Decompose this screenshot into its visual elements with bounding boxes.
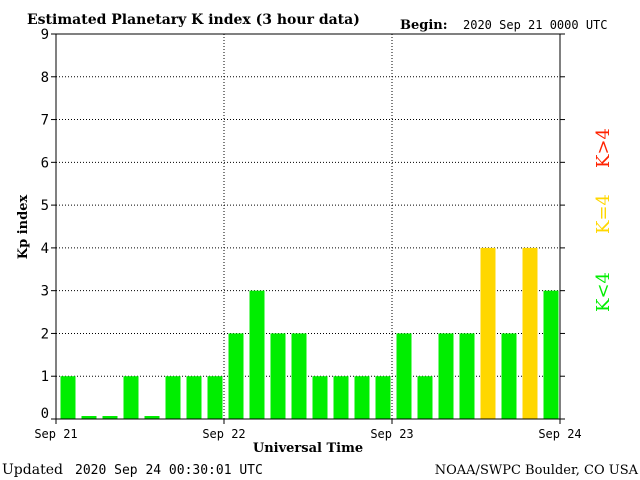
bar: [417, 376, 433, 419]
y-tick-label: 4: [41, 241, 49, 257]
y-axis: 0 1 2 3 4 5 6 7 8 9: [41, 27, 565, 422]
bar: [291, 333, 307, 419]
y-tick-label: 9: [41, 27, 49, 43]
updated-value: 2020 Sep 24 00:30:01 UTC: [75, 463, 263, 478]
source-credit: NOAA/SWPC Boulder, CO USA: [435, 463, 639, 478]
bar: [228, 333, 244, 419]
y-tick-label: 3: [41, 284, 49, 300]
y-tick-label: 1: [41, 369, 49, 385]
bar: [480, 247, 496, 419]
legend-below-4: K<4: [593, 272, 614, 312]
y-axis-label: Kp index: [16, 195, 31, 260]
y-tick-label: 2: [41, 326, 49, 342]
bar: [501, 333, 517, 419]
bar: [333, 376, 349, 419]
bar: [81, 416, 97, 419]
bar: [165, 376, 181, 419]
x-tick-label: Sep 23: [370, 427, 413, 441]
bar: [144, 416, 160, 419]
plot-frame: [55, 33, 561, 420]
y-tick-label: 6: [41, 155, 49, 171]
x-axis-label: Universal Time: [253, 441, 363, 456]
updated-label: Updated: [2, 462, 63, 478]
bar: [207, 376, 223, 419]
x-tick-label: Sep 21: [34, 427, 77, 441]
bar: [186, 376, 202, 419]
bar: [354, 376, 370, 419]
chart-title: Estimated Planetary K index (3 hour data…: [27, 12, 360, 28]
bar: [123, 376, 139, 419]
y-tick-label: 0: [41, 406, 49, 422]
y-tick-label: 5: [41, 198, 49, 214]
bar: [312, 376, 328, 419]
bar: [102, 416, 118, 419]
bar: [249, 290, 265, 419]
bar: [522, 247, 538, 419]
bar: [60, 376, 76, 419]
y-tick-label: 7: [41, 113, 49, 129]
bar: [270, 333, 286, 419]
x-tick-label: Sep 24: [538, 427, 581, 441]
begin-value: 2020 Sep 21 0000 UTC: [463, 18, 608, 32]
bar: [375, 376, 391, 419]
bar: [438, 333, 454, 419]
y-tick-label: 8: [41, 70, 49, 86]
x-tick-label: Sep 22: [202, 427, 245, 441]
legend-equal-4: K=4: [593, 194, 614, 234]
legend-above-4: K>4: [593, 128, 614, 168]
grid-lines: [56, 34, 560, 419]
bar: [543, 290, 559, 419]
bar: [396, 333, 412, 419]
bars: [60, 247, 559, 419]
begin-label: Begin:: [400, 18, 448, 33]
bar: [459, 333, 475, 419]
x-axis: Sep 21 Sep 22 Sep 23 Sep 24: [34, 419, 582, 441]
